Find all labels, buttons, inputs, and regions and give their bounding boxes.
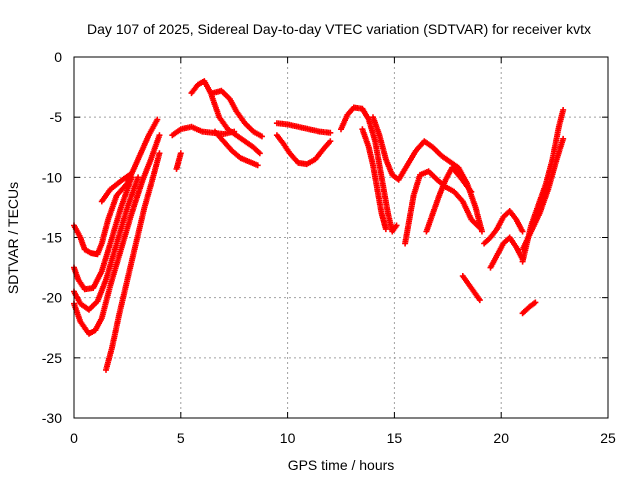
data-point-marks	[519, 299, 539, 317]
data-point-marks	[98, 171, 133, 205]
series-arc19	[459, 273, 483, 304]
data-point-marks	[459, 273, 483, 304]
x-tick-label: 25	[600, 430, 616, 446]
y-tick-label: -20	[42, 290, 62, 306]
data-point-marks	[481, 208, 526, 247]
grid-layer	[74, 57, 608, 418]
data-point-marks	[423, 164, 475, 235]
series-arc5	[103, 150, 163, 373]
data-point-marks	[273, 132, 334, 168]
data-point-marks	[103, 150, 163, 373]
series-arc20	[481, 208, 526, 247]
y-tick-label: 0	[54, 49, 62, 65]
y-tick-label: -15	[42, 230, 62, 246]
data-point-marks	[209, 87, 265, 140]
series-arc18	[423, 164, 475, 235]
series-arc12	[273, 132, 334, 168]
data-point-marks	[338, 104, 400, 235]
data-point-marks	[212, 128, 261, 169]
series-arc17	[402, 168, 483, 247]
data-point-marks	[173, 150, 184, 172]
y-tick-label: -30	[42, 410, 62, 426]
series-arc8	[188, 78, 263, 157]
series-arc23	[519, 135, 567, 253]
y-tick-label: -25	[42, 350, 62, 366]
x-tick-label: 0	[70, 430, 78, 446]
data-point-marks	[519, 135, 567, 253]
series-arc11	[173, 150, 184, 172]
series-arc9	[209, 87, 265, 140]
y-tick-label: -5	[50, 109, 63, 125]
series-arc6	[98, 171, 133, 205]
series-arc15	[359, 126, 389, 233]
data-point-marks	[359, 126, 389, 233]
x-axis-title: GPS time / hours	[288, 457, 395, 473]
data-point-marks	[188, 78, 263, 157]
x-tick-label: 10	[280, 430, 296, 446]
series-arc10	[212, 128, 261, 169]
data-point-marks	[273, 120, 334, 136]
y-tick-label: -10	[42, 169, 62, 185]
data-point-marks	[402, 168, 483, 247]
x-tick-label: 15	[387, 430, 403, 446]
data-point-layer	[71, 78, 567, 373]
chart-title: Day 107 of 2025, Sidereal Day-to-day VTE…	[87, 21, 591, 37]
plot-frame	[73, 56, 609, 419]
x-tick-label: 5	[177, 430, 185, 446]
series-arc14	[338, 104, 400, 235]
series-arc24	[519, 299, 539, 317]
x-tick-label: 20	[493, 430, 509, 446]
data-point-marks	[487, 234, 526, 271]
y-axis-title: SDTVAR / TECUs	[5, 182, 21, 294]
series-arc13	[273, 120, 334, 136]
series-arc21	[487, 234, 526, 271]
tick-label-layer: 0 5 10 15 20 25 -30 -25 -20 -15 -10 -5 0	[42, 49, 616, 446]
